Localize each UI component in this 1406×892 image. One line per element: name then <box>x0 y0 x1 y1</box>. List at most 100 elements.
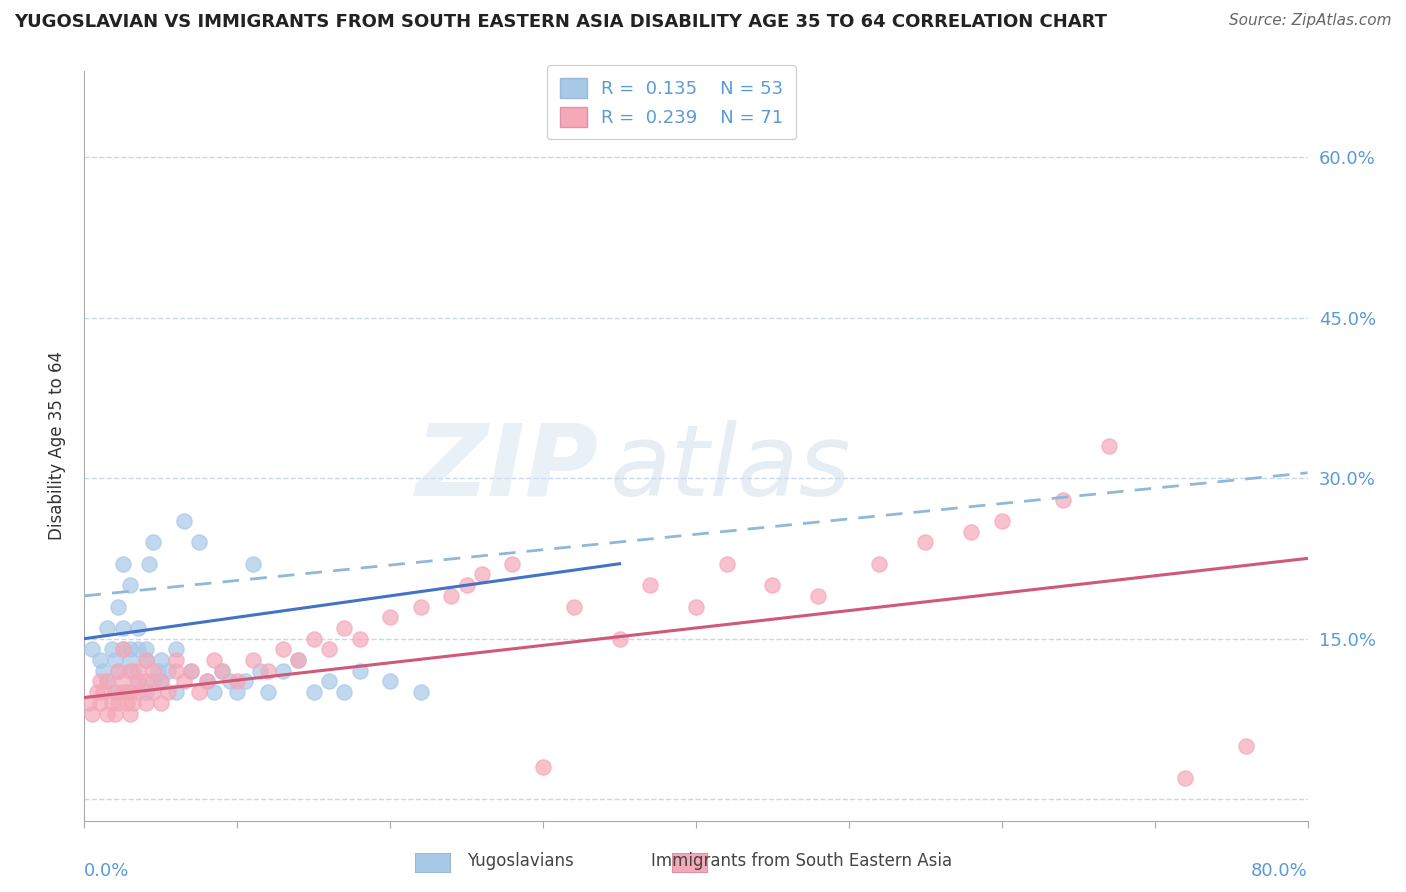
Point <box>86 685 108 699</box>
Point <box>249 664 271 678</box>
Point <box>77 696 100 710</box>
Point <box>349 664 371 678</box>
Point <box>1236 739 1258 753</box>
Point <box>318 642 340 657</box>
Point <box>761 578 783 592</box>
Point <box>107 696 129 710</box>
Point <box>226 674 249 689</box>
Point <box>271 664 294 678</box>
Point <box>96 674 118 689</box>
Point <box>120 642 142 657</box>
Point <box>685 599 707 614</box>
Point <box>242 653 264 667</box>
Point <box>471 567 494 582</box>
Point <box>531 760 554 774</box>
Point <box>157 664 180 678</box>
Point <box>914 535 936 549</box>
Point <box>120 578 142 592</box>
Point <box>96 621 118 635</box>
Text: ZIP: ZIP <box>415 420 598 517</box>
Point <box>89 653 111 667</box>
Point <box>135 685 157 699</box>
Point <box>111 674 134 689</box>
Point <box>380 674 402 689</box>
Point <box>409 599 432 614</box>
Point <box>195 674 218 689</box>
Point <box>127 621 149 635</box>
Point <box>202 653 225 667</box>
Point <box>104 653 127 667</box>
Point <box>127 642 149 657</box>
Point <box>211 664 233 678</box>
Point <box>120 653 142 667</box>
Point <box>173 674 195 689</box>
Point <box>149 653 172 667</box>
Point <box>146 664 169 678</box>
Point <box>302 632 325 646</box>
Text: 0.0%: 0.0% <box>84 862 129 880</box>
Point <box>127 674 149 689</box>
Point <box>135 696 157 710</box>
Point <box>302 685 325 699</box>
Text: Immigrants from South Eastern Asia: Immigrants from South Eastern Asia <box>651 852 952 870</box>
Point <box>122 696 145 710</box>
Point <box>96 674 118 689</box>
Point <box>115 685 138 699</box>
Point <box>188 685 211 699</box>
Point <box>111 642 134 657</box>
Point <box>149 674 172 689</box>
Point <box>142 685 165 699</box>
Point <box>226 685 249 699</box>
Point <box>218 674 240 689</box>
Text: YUGOSLAVIAN VS IMMIGRANTS FROM SOUTH EASTERN ASIA DISABILITY AGE 35 TO 64 CORREL: YUGOSLAVIAN VS IMMIGRANTS FROM SOUTH EAS… <box>14 13 1107 31</box>
Point <box>135 642 157 657</box>
Point <box>440 589 463 603</box>
Point <box>502 557 524 571</box>
Point <box>142 535 165 549</box>
Point <box>165 653 187 667</box>
Point <box>173 514 195 528</box>
Point <box>165 664 187 678</box>
Point <box>135 674 157 689</box>
Point <box>111 621 134 635</box>
Point <box>149 674 172 689</box>
Point <box>562 599 585 614</box>
Point <box>104 685 127 699</box>
Point <box>91 664 114 678</box>
Point <box>1174 771 1197 785</box>
Point <box>242 557 264 571</box>
Point <box>233 674 256 689</box>
Point <box>869 557 891 571</box>
Point <box>287 653 309 667</box>
Point <box>104 685 127 699</box>
Text: 80.0%: 80.0% <box>1251 862 1308 880</box>
Point <box>271 642 294 657</box>
Point <box>91 685 114 699</box>
Point <box>349 632 371 646</box>
Point <box>120 706 142 721</box>
Point <box>120 685 142 699</box>
Point <box>111 685 134 699</box>
Point <box>1052 492 1074 507</box>
Point <box>211 664 233 678</box>
Point <box>257 685 280 699</box>
Point <box>287 653 309 667</box>
Point <box>127 664 149 678</box>
Point <box>80 706 103 721</box>
Point <box>107 664 129 678</box>
Point <box>101 696 124 710</box>
Point <box>638 578 661 592</box>
Point <box>991 514 1014 528</box>
Point <box>142 674 165 689</box>
Point <box>716 557 738 571</box>
Point <box>89 696 111 710</box>
Point <box>96 706 118 721</box>
Point <box>89 674 111 689</box>
Point <box>111 642 134 657</box>
Point <box>318 674 340 689</box>
Point <box>960 524 983 539</box>
Point <box>180 664 202 678</box>
Point <box>807 589 830 603</box>
Point <box>127 674 149 689</box>
Point <box>456 578 478 592</box>
